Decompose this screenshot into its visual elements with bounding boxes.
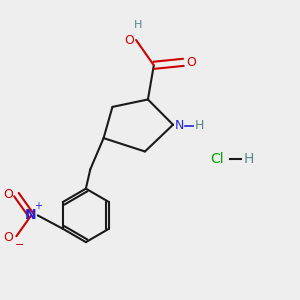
Text: Cl: Cl <box>210 152 224 166</box>
Text: +: + <box>34 202 42 212</box>
Text: N: N <box>175 119 184 132</box>
Text: O: O <box>124 34 134 46</box>
Text: H: H <box>195 119 205 132</box>
Text: O: O <box>4 231 14 244</box>
Text: N: N <box>25 208 37 222</box>
Text: O: O <box>186 56 196 69</box>
Text: −: − <box>15 240 24 250</box>
Text: H: H <box>243 152 254 166</box>
Text: H: H <box>134 20 142 30</box>
Text: O: O <box>4 188 14 201</box>
